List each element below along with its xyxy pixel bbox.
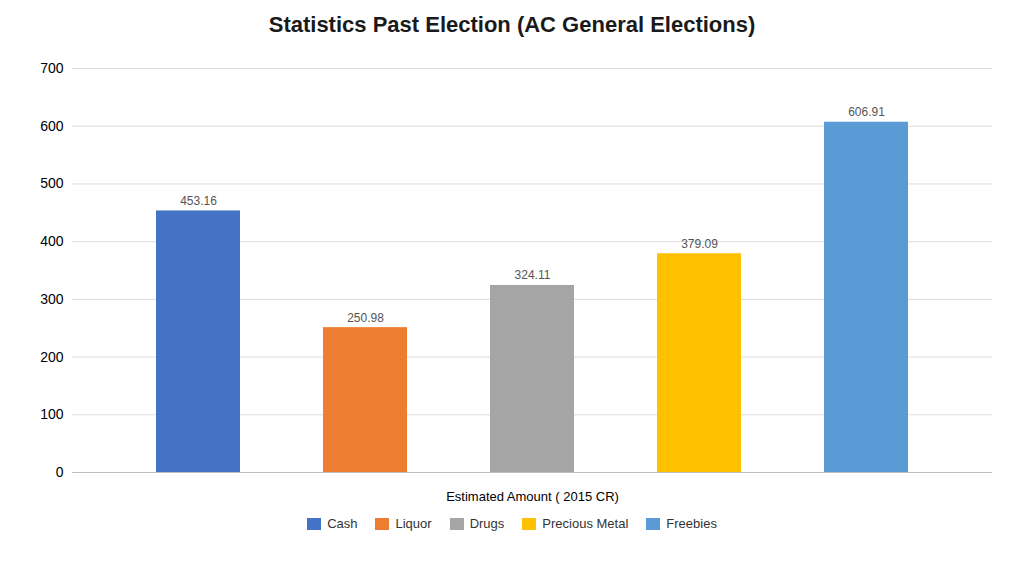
html-text:Freebies: Freebies [666,516,717,531]
html-text:Precious Metal: Precious Metal [542,516,629,531]
html-text:Liquor: Liquor [395,516,432,531]
svg-text:Estimated Amount ( 2015 CR): Estimated Amount ( 2015 CR) [446,489,619,504]
svg-text:700: 700 [40,60,64,76]
svg-text:250.98: 250.98 [347,311,384,325]
svg-text:324.11: 324.11 [515,268,551,282]
svg-text:600: 600 [40,118,64,134]
html-text:Drugs: Drugs [469,516,505,531]
svg-text:300: 300 [40,291,64,307]
svg-text:606.91: 606.91 [848,105,885,119]
html-text:Statistics Past Election (AC G: Statistics Past Election (AC General Ele… [268,12,756,37]
svg-text:200: 200 [40,349,64,365]
svg-text:453.16: 453.16 [180,194,217,208]
svg-text:100: 100 [40,406,64,422]
svg-text:400: 400 [40,233,64,249]
html-text:Cash: Cash [327,516,358,531]
svg-text:0: 0 [56,464,64,480]
svg-text:379.09: 379.09 [681,237,718,251]
svg-text:500: 500 [40,175,64,191]
